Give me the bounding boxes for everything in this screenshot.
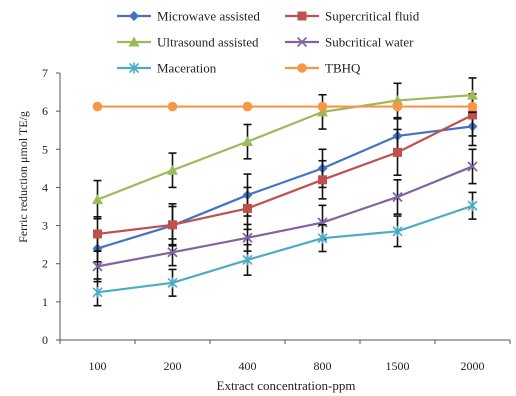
legend-label: TBHQ <box>325 61 361 76</box>
data-point <box>92 194 103 205</box>
x-tick-label: 800 <box>314 359 332 373</box>
series-microwave-assisted <box>92 106 478 263</box>
data-point <box>92 261 103 272</box>
series-line <box>97 204 473 294</box>
legend-label: Supercritical fluid <box>325 9 420 24</box>
y-tick-label: 0 <box>42 333 48 347</box>
data-point <box>243 203 252 213</box>
y-tick-label: 1 <box>42 295 48 309</box>
data-point <box>393 147 402 157</box>
data-point <box>92 286 103 298</box>
y-tick-label: 4 <box>42 180 48 194</box>
x-tick-label: 200 <box>164 359 182 373</box>
x-tick-label: 100 <box>89 359 107 373</box>
data-point <box>242 254 253 266</box>
legend-marker <box>297 63 307 73</box>
y-tick-label: 6 <box>42 104 48 118</box>
legend-item: Ultrasound assisted <box>117 35 259 50</box>
x-tick-label: 2000 <box>461 359 485 373</box>
legend-marker <box>297 11 307 21</box>
data-point <box>168 220 177 230</box>
data-point <box>167 247 178 258</box>
data-point <box>167 164 178 175</box>
data-point <box>167 277 178 289</box>
series-tbhq <box>92 101 478 112</box>
data-point <box>392 191 403 203</box>
y-tick-label: 2 <box>42 257 48 271</box>
series-line <box>97 165 473 268</box>
x-tick-label: 1500 <box>386 359 410 373</box>
series-ultrasound-assisted <box>92 77 478 220</box>
series-line <box>97 113 473 236</box>
data-point <box>467 200 478 212</box>
legend-item: Microwave assisted <box>117 9 260 24</box>
data-point <box>467 101 478 112</box>
data-point <box>318 175 327 185</box>
series-line <box>97 94 473 201</box>
series-subcritical-water <box>92 148 478 283</box>
legend-item: Supercritical fluid <box>285 9 420 24</box>
data-point <box>467 89 478 100</box>
series-supercritical-fluid <box>93 93 477 252</box>
data-point <box>92 101 103 112</box>
y-tick-label: 5 <box>42 142 48 156</box>
data-point <box>392 94 403 105</box>
x-tick-label: 400 <box>239 359 257 373</box>
legend-item: TBHQ <box>285 61 361 76</box>
y-tick-label: 7 <box>42 66 48 80</box>
series-maceration <box>92 191 478 307</box>
legend-label: Maceration <box>157 61 217 76</box>
data-point <box>392 101 403 112</box>
legend-label: Microwave assisted <box>157 9 260 24</box>
y-tick-label: 3 <box>42 219 48 233</box>
data-point <box>93 229 102 239</box>
legend-item: Subcritical water <box>285 35 414 50</box>
data-point <box>317 232 328 244</box>
legend-item: Maceration <box>117 61 217 76</box>
y-axis-label: Ferric reduction μmol TE/g <box>16 111 30 243</box>
chart-legend: Microwave assisted Supercritical fluid Ult… <box>117 9 420 76</box>
data-point <box>167 101 178 112</box>
data-point <box>467 161 478 172</box>
x-axis-label: Extract concentration-ppm <box>217 378 356 393</box>
series-line <box>97 125 473 250</box>
legend-marker <box>296 36 308 48</box>
legend-marker <box>129 11 139 21</box>
data-point <box>242 232 253 243</box>
legend-label: Subcritical water <box>325 35 414 50</box>
legend-marker <box>128 62 140 74</box>
legend-label: Ultrasound assisted <box>157 35 259 50</box>
data-point <box>242 101 253 112</box>
plot-area: 0 1 2 3 4 5 6 7 100 200 400 800 1500 2000 <box>42 66 511 373</box>
legend-marker <box>128 36 140 47</box>
data-point <box>317 101 328 112</box>
data-point <box>317 106 328 117</box>
data-point <box>242 136 253 147</box>
data-point <box>468 110 477 120</box>
data-point <box>392 225 403 237</box>
series-layer <box>92 77 478 307</box>
